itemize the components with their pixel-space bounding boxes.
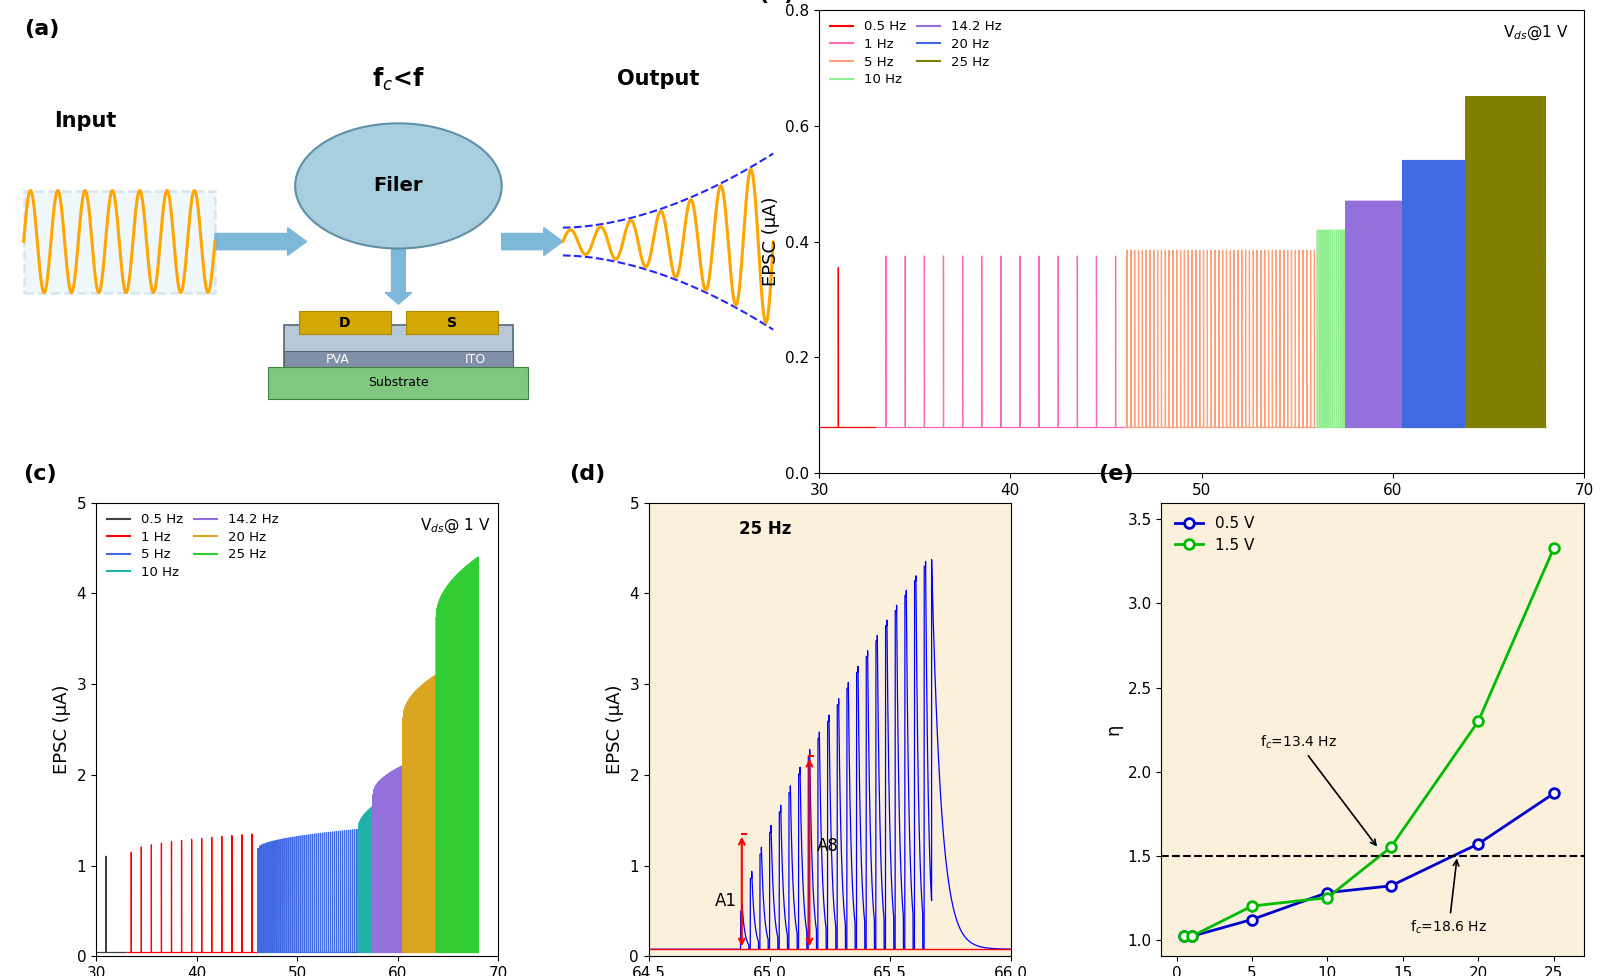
Text: D: D [339, 315, 350, 330]
Text: (a): (a) [24, 19, 59, 39]
Text: 25 Hz: 25 Hz [739, 520, 790, 539]
0.5 V [1469, 838, 1488, 850]
FancyBboxPatch shape [269, 367, 528, 399]
Text: (b): (b) [758, 0, 794, 5]
FancyBboxPatch shape [406, 311, 498, 334]
Text: ITO: ITO [464, 353, 485, 366]
Text: S: S [446, 315, 458, 330]
Text: Filer: Filer [374, 177, 422, 195]
1.5 V [1469, 715, 1488, 727]
Legend: 0.5 V, 1.5 V: 0.5 V, 1.5 V [1170, 510, 1261, 558]
1.5 V [1174, 930, 1194, 942]
0.5 V [1182, 930, 1202, 942]
0.5 V [1381, 880, 1400, 892]
Text: f$_c$<f: f$_c$<f [373, 65, 424, 93]
Y-axis label: EPSC (μA): EPSC (μA) [762, 197, 779, 286]
Text: Output: Output [618, 69, 699, 89]
1.5 V [1381, 841, 1400, 853]
Y-axis label: EPSC (μA): EPSC (μA) [606, 685, 624, 774]
Text: f$_c$=13.4 Hz: f$_c$=13.4 Hz [1259, 733, 1376, 845]
Legend: 0.5 Hz, 1 Hz, 5 Hz, 10 Hz, 14.2 Hz, 20 Hz, 25 Hz: 0.5 Hz, 1 Hz, 5 Hz, 10 Hz, 14.2 Hz, 20 H… [826, 17, 1005, 90]
Text: Substrate: Substrate [368, 377, 429, 389]
FancyBboxPatch shape [299, 311, 390, 334]
1.5 V [1318, 892, 1338, 904]
0.5 V [1242, 914, 1261, 925]
FancyBboxPatch shape [283, 350, 514, 372]
Circle shape [294, 123, 502, 249]
Text: (c): (c) [24, 464, 58, 484]
Line: 1.5 V: 1.5 V [1179, 544, 1558, 941]
Legend: 0.5 Hz, 1 Hz, 5 Hz, 10 Hz, 14.2 Hz, 20 Hz, 25 Hz: 0.5 Hz, 1 Hz, 5 Hz, 10 Hz, 14.2 Hz, 20 H… [102, 509, 283, 583]
Text: Input: Input [54, 111, 117, 131]
Text: V$_{ds}$@ 1 V: V$_{ds}$@ 1 V [421, 516, 491, 535]
Text: f$_c$=18.6 Hz: f$_c$=18.6 Hz [1411, 860, 1488, 936]
0.5 V [1544, 788, 1563, 799]
Text: A1: A1 [715, 892, 738, 911]
0.5 V [1174, 930, 1194, 942]
FancyBboxPatch shape [283, 325, 514, 372]
Text: V$_{ds}$@1 V: V$_{ds}$@1 V [1504, 23, 1568, 42]
Line: 0.5 V: 0.5 V [1179, 789, 1558, 941]
1.5 V [1544, 543, 1563, 554]
Y-axis label: EPSC (μA): EPSC (μA) [53, 685, 70, 774]
Text: (e): (e) [1098, 464, 1133, 484]
Text: A8: A8 [816, 837, 838, 855]
FancyArrow shape [502, 227, 563, 256]
X-axis label: Time (s): Time (s) [1165, 504, 1238, 521]
1.5 V [1182, 930, 1202, 942]
FancyBboxPatch shape [24, 190, 214, 293]
Text: (d): (d) [570, 464, 605, 484]
Y-axis label: η: η [1104, 724, 1122, 735]
0.5 V [1318, 887, 1338, 899]
FancyArrow shape [214, 227, 307, 256]
FancyArrow shape [386, 249, 411, 305]
1.5 V [1242, 900, 1261, 912]
Text: PVA: PVA [325, 353, 349, 366]
